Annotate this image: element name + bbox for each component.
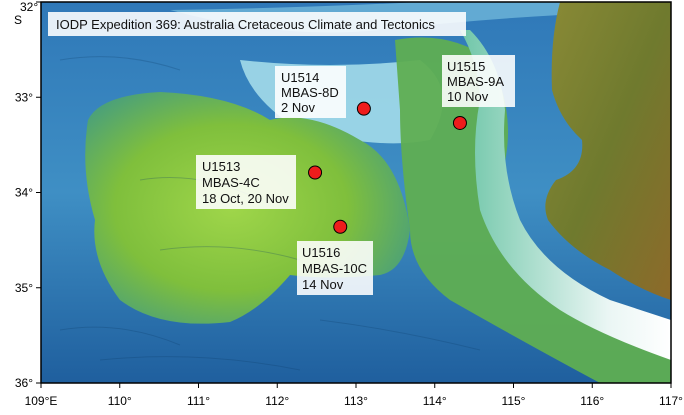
svg-text:2 Nov: 2 Nov	[281, 100, 315, 115]
title-box	[48, 12, 466, 36]
longitude-axis: 109°E 110° 111° 112° 113° 114° 115° 116° 117°	[25, 383, 683, 408]
lat-label-top: 32°	[20, 0, 38, 14]
lon-tick-label: 116°	[580, 394, 604, 408]
lon-tick-label: 109°E	[25, 394, 58, 408]
svg-text:U1514: U1514	[281, 70, 319, 85]
svg-text:MBAS-4C: MBAS-4C	[202, 175, 260, 190]
site-marker-u1513[interactable]	[308, 165, 323, 180]
latitude-axis: 33° 34° 35° 36°	[15, 1, 41, 390]
svg-text:U1513: U1513	[202, 159, 240, 174]
map-title: IODP Expedition 369: Australia Cretaceou…	[56, 17, 435, 32]
site-marker-u1514[interactable]	[356, 101, 371, 116]
australia-landmass	[545, 2, 671, 300]
lon-tick-label: 110°	[108, 394, 132, 408]
site-markers	[308, 101, 467, 234]
site-label-u1516: U1516 MBAS-10C 14 Nov	[297, 241, 373, 295]
lat-tick-label: 35°	[15, 281, 33, 295]
lon-tick-label: 114°	[423, 394, 447, 408]
map-canvas	[41, 2, 671, 383]
site-marker-u1516[interactable]	[333, 219, 348, 234]
svg-text:18 Oct, 20 Nov: 18 Oct, 20 Nov	[202, 191, 289, 206]
site-label-u1514: U1514 MBAS-8D 2 Nov	[275, 66, 346, 118]
lat-hemisphere: S	[14, 13, 22, 27]
svg-text:MBAS-8D: MBAS-8D	[281, 85, 339, 100]
site-label-u1515: U1515 MBAS-9A 10 Nov	[442, 55, 515, 107]
lat-tick-label: 36°	[15, 376, 33, 390]
lon-tick-label: 112°	[265, 394, 289, 408]
lon-tick-label: 111°	[187, 394, 210, 408]
lat-tick-label: 33°	[15, 90, 33, 104]
lat-tick-label: 34°	[15, 186, 33, 200]
svg-text:10 Nov: 10 Nov	[447, 89, 489, 104]
lon-tick-label: 113°	[344, 394, 368, 408]
site-marker-u1515[interactable]	[452, 115, 467, 130]
lon-tick-label: 115°	[502, 394, 526, 408]
svg-text:MBAS-10C: MBAS-10C	[302, 261, 367, 276]
svg-text:U1515: U1515	[447, 59, 485, 74]
svg-text:14 Nov: 14 Nov	[302, 277, 344, 292]
lon-tick-label: 117°	[659, 394, 683, 408]
site-label-u1513: U1513 MBAS-4C 18 Oct, 20 Nov	[196, 155, 296, 209]
svg-text:U1516: U1516	[302, 245, 340, 260]
svg-text:MBAS-9A: MBAS-9A	[447, 74, 504, 89]
